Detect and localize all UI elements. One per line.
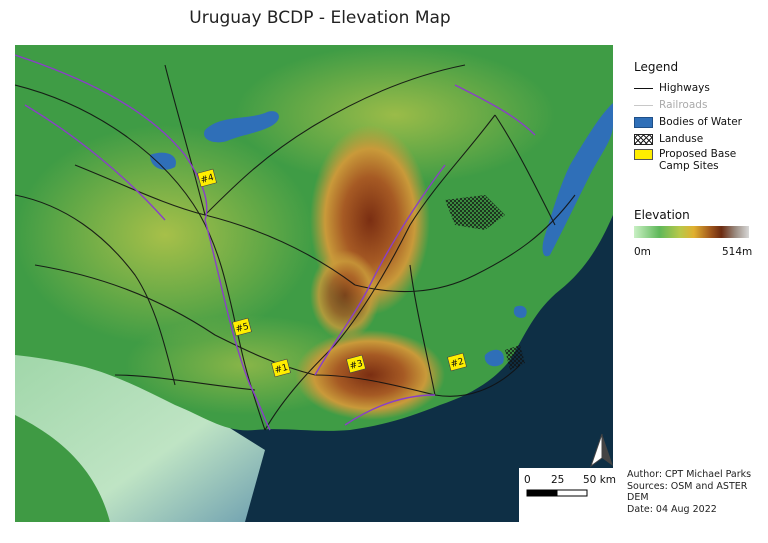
legend-label: Proposed Base Camp Sites <box>659 148 737 172</box>
base-camp-site-5[interactable]: #5 <box>232 317 252 337</box>
legend-item-water: Bodies of Water <box>634 114 764 130</box>
scale-label-25: 25 <box>551 474 565 486</box>
site-5-label: #5 <box>235 322 250 335</box>
credit-sources: Sources: OSM and ASTER DEM <box>627 480 748 504</box>
base-camp-site-2[interactable]: #2 <box>447 352 467 372</box>
laguna-castillos <box>484 349 504 367</box>
water-swatch-icon <box>634 116 653 128</box>
legend-label: Railroads <box>659 99 708 111</box>
elevation-min-label: 0m <box>634 246 651 258</box>
site-1-label: #1 <box>274 363 289 376</box>
highway-line-icon <box>634 83 653 94</box>
scale-bar: 0 25 50 km <box>519 468 619 522</box>
legend-heading: Legend <box>634 60 679 74</box>
legend: Legend Highways Railroads Bodies of Wate… <box>634 60 764 177</box>
plains-north <box>235 45 555 185</box>
map-credits: Author: CPT Michael Parks Sources: OSM a… <box>627 469 768 515</box>
site-2-label: #2 <box>450 357 465 370</box>
legend-item-sites: Proposed Base Camp Sites <box>634 148 764 176</box>
landuse-area <box>445 195 505 230</box>
highland-mid <box>310 250 380 340</box>
laguna-rocha <box>513 305 527 318</box>
elevation-map[interactable]: #1 #2 #3 #4 #5 <box>15 45 613 522</box>
base-camp-site-4[interactable]: #4 <box>197 168 217 188</box>
main-routes <box>15 54 536 431</box>
scale-label-50: 50 km <box>583 474 617 486</box>
argentina-land <box>15 415 110 522</box>
base-camp-site-1[interactable]: #1 <box>271 358 291 378</box>
north-arrow-icon <box>590 433 613 468</box>
map-title: Uruguay BCDP - Elevation Map <box>189 8 451 28</box>
site-4-label: #4 <box>200 173 216 186</box>
elevation-color-ramp <box>634 226 749 238</box>
credit-date: Date: 04 Aug 2022 <box>627 503 717 515</box>
legend-item-landuse: Landuse <box>634 131 764 147</box>
site-3-label: #3 <box>349 359 364 372</box>
legend-label: Landuse <box>659 133 704 145</box>
site-swatch-icon <box>634 149 653 160</box>
scale-bar-graphic <box>526 489 588 497</box>
legend-label: Bodies of Water <box>659 116 742 128</box>
plains-west <box>15 125 315 345</box>
scale-label-0: 0 <box>524 474 531 486</box>
elevation-max-label: 514m <box>722 246 753 258</box>
legend-item-railroads: Railroads <box>634 97 764 113</box>
lake-palmar <box>150 152 176 170</box>
lake-rincon <box>204 111 279 143</box>
elevation-heading: Elevation <box>634 208 690 222</box>
railroad-line-icon <box>634 100 653 111</box>
laguna-merin <box>542 103 613 257</box>
credit-author: Author: CPT Michael Parks <box>627 469 752 480</box>
hatch-swatch-icon <box>634 133 653 145</box>
base-camp-site-3[interactable]: #3 <box>346 354 366 374</box>
legend-item-highways: Highways <box>634 80 764 96</box>
landuse-area <box>505 345 525 370</box>
legend-label: Highways <box>659 82 710 94</box>
